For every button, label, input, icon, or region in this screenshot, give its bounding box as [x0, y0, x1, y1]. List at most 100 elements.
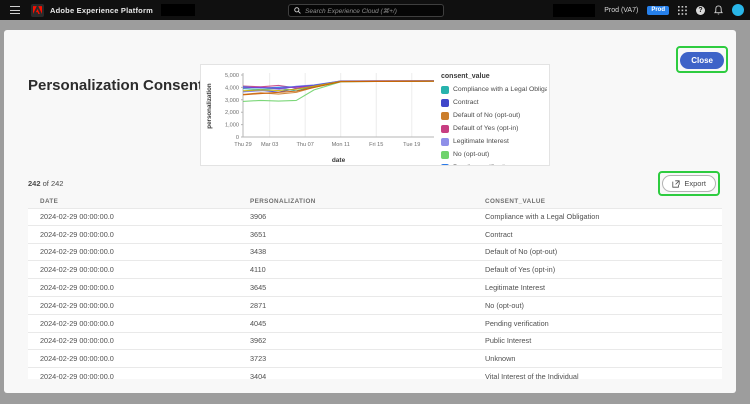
svg-text:3,000: 3,000 — [225, 98, 239, 104]
adobe-logo-icon — [33, 6, 42, 14]
legend-item[interactable]: Contract — [441, 96, 547, 109]
svg-text:personalization: personalization — [206, 83, 213, 129]
table-row[interactable]: 2024-02-29 00:00:00.0 3651 Contract — [28, 225, 722, 244]
legend-label: Legitimate Interest — [453, 138, 509, 145]
close-annotation-highlight: Close — [676, 46, 728, 73]
legend-swatch — [441, 111, 449, 120]
table-cell: 3645 — [250, 283, 267, 293]
app-switcher-icon[interactable] — [678, 5, 687, 15]
table-cell: 2024-02-29 00:00:00.0 — [40, 265, 114, 275]
svg-text:0: 0 — [236, 135, 239, 141]
legend-item[interactable]: Legitimate Interest — [441, 135, 547, 148]
environment-label: Prod (VA7) — [604, 6, 639, 14]
svg-text:5,000: 5,000 — [225, 73, 239, 79]
column-header-personalization[interactable]: PERSONALIZATION — [250, 198, 316, 205]
close-button[interactable]: Close — [680, 52, 724, 69]
table-cell: Vital Interest of the Individual — [485, 372, 579, 379]
legend-swatch — [441, 124, 449, 133]
table-cell: 3651 — [250, 229, 267, 239]
svg-text:2,000: 2,000 — [225, 110, 239, 116]
legend-swatch — [441, 150, 449, 159]
table-cell: 2024-02-29 00:00:00.0 — [40, 229, 114, 239]
legend-label: Pending verification — [453, 164, 512, 165]
table-cell: Compliance with a Legal Obligation — [485, 212, 600, 222]
svg-text:Mon 11: Mon 11 — [332, 142, 350, 148]
table-header-row: DATE PERSONALIZATION CONSENT_VALUE — [28, 195, 722, 208]
bell-icon[interactable] — [714, 5, 723, 15]
svg-text:date: date — [332, 157, 346, 164]
legend-swatch — [441, 98, 449, 107]
adobe-logo[interactable] — [31, 3, 44, 17]
table-cell: Default of Yes (opt-in) — [485, 265, 556, 275]
column-header-date[interactable]: DATE — [40, 198, 59, 205]
legend-label: Contract — [453, 99, 479, 106]
redacted-area — [160, 4, 195, 16]
legend-items: Compliance with a Legal Obligation Contra… — [441, 83, 547, 165]
avatar[interactable] — [732, 4, 744, 16]
table-row[interactable]: 2024-02-29 00:00:00.0 3404 Vital Interest … — [28, 368, 722, 379]
export-annotation-highlight: Export — [658, 171, 720, 196]
chart-legend: consent_value Compliance with a Legal Ob… — [441, 65, 547, 165]
line-chart: 0 1,000 2,000 3,000 4,000 5,000 Thu 29 Mar 03 Th… — [201, 65, 441, 165]
legend-swatch — [441, 137, 449, 146]
table-row[interactable]: 2024-02-29 00:00:00.0 4045 Pending verific… — [28, 314, 722, 333]
export-button[interactable]: Export — [662, 175, 716, 192]
help-icon[interactable]: ? — [696, 5, 705, 15]
redacted-area — [553, 3, 596, 17]
column-header-consent-value[interactable]: CONSENT_VALUE — [485, 198, 546, 205]
table-cell: 2871 — [250, 300, 267, 310]
legend-label: No (opt-out) — [453, 151, 490, 158]
consent-data-table: DATE PERSONALIZATION CONSENT_VALUE 2024-… — [28, 195, 722, 379]
table-cell: 2024-02-29 00:00:00.0 — [40, 336, 114, 346]
table-cell: 4110 — [250, 265, 266, 275]
legend-item[interactable]: Pending verification — [441, 161, 547, 165]
top-nav-bar: Adobe Experience Platform Search Experie… — [0, 0, 750, 20]
legend-item[interactable]: Default of Yes (opt-in) — [441, 122, 547, 135]
legend-label: Default of Yes (opt-in) — [453, 125, 519, 132]
hamburger-icon[interactable] — [10, 6, 20, 14]
table-row[interactable]: 2024-02-29 00:00:00.0 3906 Compliance with… — [28, 208, 722, 226]
svg-text:4,000: 4,000 — [225, 85, 239, 91]
table-row[interactable]: 2024-02-29 00:00:00.0 3645 Legitimate Inte… — [28, 279, 722, 297]
table-cell: Unknown — [485, 354, 516, 364]
table-cell: 2024-02-29 00:00:00.0 — [40, 247, 114, 257]
table-cell: Legitimate Interest — [485, 283, 546, 293]
table-cell: 2024-02-29 00:00:00.0 — [40, 300, 114, 310]
legend-label: Compliance with a Legal Obligation — [453, 86, 547, 93]
table-cell: Contract — [485, 229, 513, 239]
consent-trends-chart-card: 0 1,000 2,000 3,000 4,000 5,000 Thu 29 Mar 03 Th… — [200, 64, 550, 166]
table-row[interactable]: 2024-02-29 00:00:00.0 3438 Default of No (… — [28, 243, 722, 262]
table-cell: Pending verification — [485, 318, 549, 328]
table-cell: 2024-02-29 00:00:00.0 — [40, 354, 114, 364]
table-cell: Default of No (opt-out) — [485, 247, 558, 257]
legend-title: consent_value — [441, 73, 490, 80]
table-cell: 3404 — [250, 372, 267, 379]
table-row[interactable]: 2024-02-29 00:00:00.0 3723 Unknown — [28, 350, 722, 369]
legend-label: Default of No (opt-out) — [453, 112, 521, 119]
table-cell: No (opt-out) — [485, 300, 524, 310]
table-cell: 3723 — [250, 354, 267, 364]
legend-item[interactable]: Compliance with a Legal Obligation — [441, 83, 547, 96]
search-placeholder: Search Experience Cloud (⌘+/) — [305, 7, 397, 15]
export-icon — [672, 179, 680, 188]
page-title: Personalization Consent Trends — [28, 77, 257, 94]
table-row[interactable]: 2024-02-29 00:00:00.0 3962 Public Interest — [28, 332, 722, 351]
search-input[interactable]: Search Experience Cloud (⌘+/) — [288, 4, 444, 17]
search-icon — [294, 7, 301, 14]
table-cell: 2024-02-29 00:00:00.0 — [40, 283, 114, 293]
table-row[interactable]: 2024-02-29 00:00:00.0 2871 No (opt-out) — [28, 296, 722, 315]
table-cell: Public Interest — [485, 336, 532, 346]
environment-badge[interactable]: Prod — [647, 5, 669, 15]
table-row[interactable]: 2024-02-29 00:00:00.0 4110 Default of Yes … — [28, 261, 722, 280]
legend-item[interactable]: Default of No (opt-out) — [441, 109, 547, 122]
table-cell: 2024-02-29 00:00:00.0 — [40, 372, 114, 379]
legend-item[interactable]: No (opt-out) — [441, 148, 547, 161]
result-count-total: of 242 — [40, 179, 64, 188]
svg-text:Thu 29: Thu 29 — [234, 142, 251, 148]
svg-text:Thu 07: Thu 07 — [296, 142, 313, 148]
table-cell: 4045 — [250, 318, 267, 328]
table-cell: 3906 — [250, 212, 267, 222]
legend-swatch — [441, 163, 449, 165]
result-count-value: 242 — [28, 179, 41, 188]
table-cell: 3438 — [250, 247, 267, 257]
